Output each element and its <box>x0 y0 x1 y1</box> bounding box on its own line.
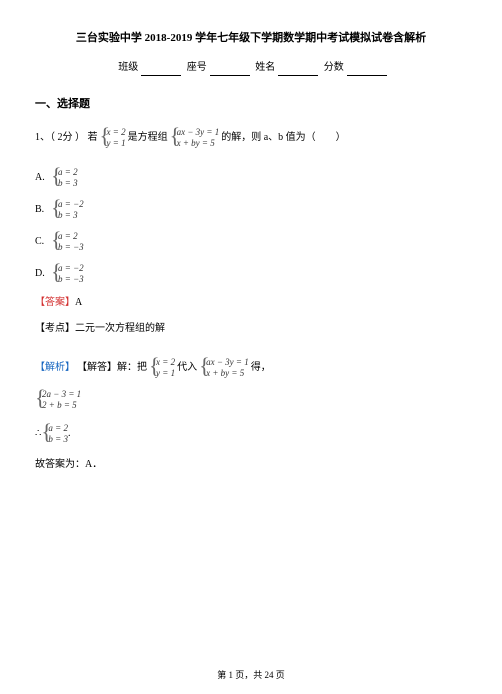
footer-current: 1 <box>228 670 233 680</box>
eq-line: y = 1 <box>156 368 175 379</box>
eq-line: a = 2 <box>58 231 84 242</box>
option-letter: C. <box>35 234 47 250</box>
q1-given-1: x = 2 y = 1 <box>100 127 126 149</box>
eq-line: a = 2 <box>58 167 78 178</box>
footer-mid: 页，共 <box>235 670 262 680</box>
class-blank <box>141 64 181 76</box>
option-c: C. a = 2 b = −3 <box>35 231 467 253</box>
option-d: D. a = −2 b = −3 <box>35 263 467 285</box>
eq-line: b = 3 <box>58 210 84 221</box>
step-2-group: 2a − 3 = 1 2 + b = 5 <box>35 389 81 411</box>
page-title: 三台实验中学 2018-2019 学年七年级下学期数学期中考试模拟试卷含解析 <box>35 30 467 48</box>
eq-line: x + by = 5 <box>206 368 249 379</box>
eq-line: x = 2 <box>107 127 126 138</box>
class-label: 班级 <box>118 62 138 73</box>
eq-line: ax − 3y = 1 <box>206 357 249 368</box>
eq-line: b = −3 <box>58 274 84 285</box>
eq-line: x + by = 5 <box>177 138 220 149</box>
q1-num: 1、（ 2分 ） 若 <box>35 130 98 146</box>
eq-line: y = 1 <box>107 138 126 149</box>
score-blank <box>347 64 387 76</box>
explain-pre: 【解答】解：把 <box>77 360 147 376</box>
answer-label: 【答案】 <box>35 297 75 308</box>
option-letter: A. <box>35 170 47 186</box>
result-line: ∴ a = 2 b = 3 . <box>35 423 467 445</box>
explain-mid: 代入 <box>177 360 197 376</box>
eq-line: a = −2 <box>58 199 84 210</box>
examine-text: 二元一次方程组的解 <box>75 323 165 334</box>
option-c-value: a = 2 b = −3 <box>51 231 84 253</box>
eq-line: b = −3 <box>58 242 84 253</box>
option-b: B. a = −2 b = 3 <box>35 199 467 221</box>
explain-g1: x = 2 y = 1 <box>149 357 175 379</box>
q1-given-2: ax − 3y = 1 x + by = 5 <box>170 127 220 149</box>
seat-blank <box>210 64 250 76</box>
answer-value: A <box>75 297 82 308</box>
footer-suf: 页 <box>276 670 285 680</box>
examine-line: 【考点】二元一次方程组的解 <box>35 321 467 337</box>
result-group: a = 2 b = 3 <box>41 423 68 445</box>
examine-label: 【考点】 <box>35 323 75 334</box>
eq-line: a = 2 <box>48 423 68 434</box>
eq-line: a = −2 <box>58 263 84 274</box>
footer-total: 24 <box>265 670 274 680</box>
option-letter: D. <box>35 266 47 282</box>
eq-line: x = 2 <box>156 357 175 368</box>
q1-mid-2: 的解，则 a、b 值为（ ） <box>221 130 345 146</box>
question-1: 1、（ 2分 ） 若 x = 2 y = 1 是方程组 ax − 3y = 1 … <box>35 127 467 149</box>
explain-label: 【解析】 <box>35 360 75 376</box>
answer-line: 【答案】A <box>35 295 467 311</box>
explain-end: 得， <box>251 360 271 376</box>
option-letter: B. <box>35 202 47 218</box>
eq-line: ax − 3y = 1 <box>177 127 220 138</box>
option-a-value: a = 2 b = 3 <box>51 167 78 189</box>
option-d-value: a = −2 b = −3 <box>51 263 84 285</box>
footer-pre: 第 <box>217 670 226 680</box>
info-line: 班级 座号 姓名 分数 <box>35 60 467 76</box>
options-block: A. a = 2 b = 3 B. a = −2 b = 3 C. a = 2 … <box>35 167 467 285</box>
eq-line: b = 3 <box>58 178 78 189</box>
explain-line: 【解析】 【解答】解：把 x = 2 y = 1 代入 ax − 3y = 1 … <box>35 357 467 379</box>
eq-line: 2 + b = 5 <box>42 400 81 411</box>
q1-mid-1: 是方程组 <box>128 130 168 146</box>
section-heading: 一、选择题 <box>35 96 467 114</box>
final-answer-text: 故答案为：A． <box>35 457 467 473</box>
step-2: 2a − 3 = 1 2 + b = 5 <box>35 389 467 411</box>
option-b-value: a = −2 b = 3 <box>51 199 84 221</box>
score-label: 分数 <box>324 62 344 73</box>
result-suf: . <box>68 426 71 442</box>
seat-label: 座号 <box>187 62 207 73</box>
name-label: 姓名 <box>255 62 275 73</box>
explain-g2: ax − 3y = 1 x + by = 5 <box>199 357 249 379</box>
page-footer: 第 1 页，共 24 页 <box>0 668 502 682</box>
name-blank <box>278 64 318 76</box>
eq-line: 2a − 3 = 1 <box>42 389 81 400</box>
option-a: A. a = 2 b = 3 <box>35 167 467 189</box>
eq-line: b = 3 <box>48 434 68 445</box>
